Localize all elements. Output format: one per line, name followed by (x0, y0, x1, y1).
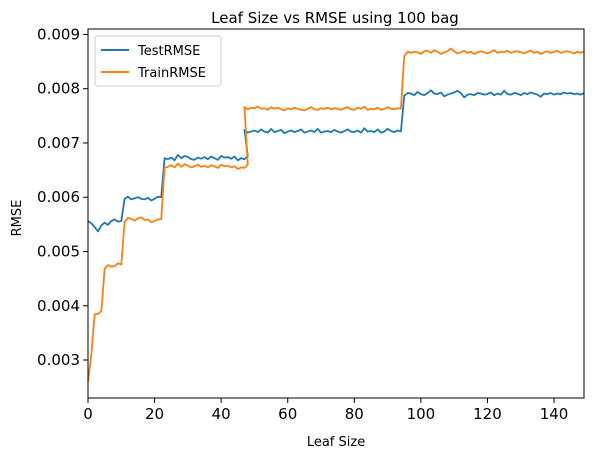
x-axis-ticks: 0 20 40 60 80 100 120 140 (83, 398, 568, 423)
y-axis-ticks: 0.003 0.004 0.005 0.006 0.007 0.008 0.009 (37, 25, 88, 369)
y-tick-label: 0.008 (37, 80, 80, 98)
x-tick-label: 0 (83, 405, 93, 423)
y-tick-label: 0.009 (37, 25, 80, 43)
x-tick-label: 100 (407, 405, 436, 423)
x-tick-label: 140 (540, 405, 569, 423)
plot-lines (87, 47, 585, 382)
legend: TestRMSE TrainRMSE (94, 35, 222, 87)
legend-label-trainrmse: TrainRMSE (137, 66, 206, 81)
legend-label-testrmse: TestRMSE (137, 44, 200, 59)
legend-box (94, 35, 222, 87)
x-tick-label: 60 (278, 405, 297, 423)
y-tick-label: 0.007 (37, 134, 80, 152)
x-tick-label: 20 (145, 405, 164, 423)
y-tick-label: 0.003 (37, 351, 80, 369)
x-tick-label: 40 (212, 405, 231, 423)
series-line-trainrmse (87, 47, 585, 382)
x-tick-label: 80 (345, 405, 364, 423)
x-tick-label: 120 (473, 405, 502, 423)
series-line-testrmse (87, 89, 585, 233)
y-tick-label: 0.005 (37, 242, 80, 260)
y-axis-label: RMSE (10, 200, 25, 237)
y-tick-label: 0.006 (37, 188, 80, 206)
plot-frame (87, 28, 585, 399)
x-axis-label: Leaf Size (307, 435, 365, 450)
chart-title: Leaf Size vs RMSE using 100 bag (211, 9, 459, 27)
y-tick-label: 0.004 (37, 297, 80, 315)
